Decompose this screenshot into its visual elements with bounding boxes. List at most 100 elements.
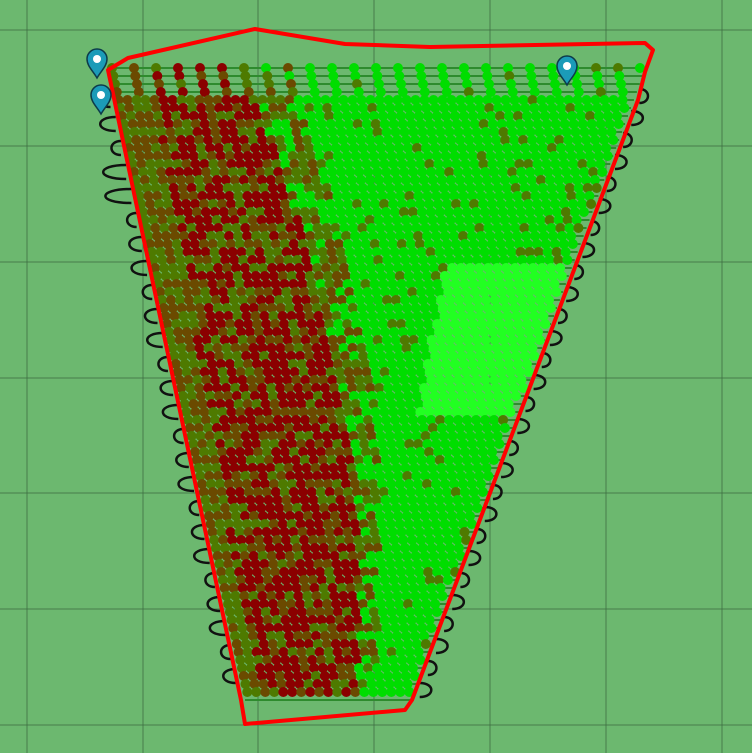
yield-point xyxy=(212,95,223,105)
yield-point xyxy=(459,319,470,329)
yield-point xyxy=(438,431,449,441)
yield-point xyxy=(195,391,206,401)
location-marker-3[interactable] xyxy=(90,84,112,116)
yield-point xyxy=(359,607,370,617)
yield-point xyxy=(385,519,396,529)
yield-point xyxy=(305,191,316,201)
yield-point xyxy=(262,575,273,585)
yield-point xyxy=(403,143,413,153)
yield-point xyxy=(438,511,448,521)
yield-point xyxy=(311,303,322,313)
yield-point xyxy=(570,127,581,137)
location-marker-1[interactable] xyxy=(86,48,108,80)
yield-point xyxy=(574,103,585,113)
yield-point xyxy=(236,287,247,297)
yield-point xyxy=(310,175,321,185)
yield-point xyxy=(314,479,324,489)
yield-point xyxy=(293,591,304,601)
yield-point xyxy=(242,151,253,161)
turn-path xyxy=(208,619,226,637)
yield-point xyxy=(307,159,318,169)
yield-point xyxy=(375,183,386,193)
yield-point xyxy=(336,583,347,593)
yield-point xyxy=(297,567,308,577)
yield-point xyxy=(313,103,324,113)
yield-point xyxy=(382,295,392,305)
yield-point xyxy=(349,63,359,73)
yield-point xyxy=(347,551,358,561)
turn-path xyxy=(427,659,438,677)
yield-point xyxy=(176,135,187,145)
yield-point xyxy=(270,319,281,329)
yield-point xyxy=(570,167,581,177)
yield-point xyxy=(151,143,161,153)
yield-point xyxy=(182,247,193,257)
yield-point xyxy=(281,455,292,465)
yield-point xyxy=(363,335,374,345)
yield-point xyxy=(325,615,336,625)
yield-point xyxy=(323,359,334,369)
yield-point xyxy=(172,367,183,377)
yield-point xyxy=(481,255,492,265)
yield-point xyxy=(390,335,401,345)
yield-point xyxy=(340,311,351,321)
yield-point xyxy=(329,95,340,105)
yield-point xyxy=(211,175,222,185)
yield-point xyxy=(437,591,448,601)
yield-point xyxy=(324,527,335,537)
yield-point xyxy=(383,631,394,641)
yield-point xyxy=(163,159,174,169)
yield-point xyxy=(264,335,275,345)
yield-point xyxy=(289,407,300,417)
yield-point xyxy=(252,567,263,577)
yield-point xyxy=(313,519,324,529)
yield-point xyxy=(172,159,183,169)
yield-point xyxy=(160,311,171,321)
yield-point xyxy=(462,375,473,385)
yield-point xyxy=(303,263,314,273)
yield-point xyxy=(322,519,333,529)
yield-point xyxy=(260,607,271,617)
yield-point xyxy=(399,415,410,425)
field-boundary[interactable] xyxy=(106,27,655,726)
yield-point xyxy=(301,175,312,185)
yield-point xyxy=(468,239,479,249)
yield-point xyxy=(575,151,586,161)
yield-point xyxy=(547,271,558,281)
yield-point xyxy=(424,199,435,209)
yield-point xyxy=(314,647,325,657)
yield-point xyxy=(422,399,433,409)
yield-point xyxy=(265,87,276,97)
yield-point xyxy=(211,503,222,513)
yield-point xyxy=(321,639,332,649)
yield-point xyxy=(224,231,235,241)
yield-point xyxy=(459,527,470,537)
yield-point xyxy=(227,327,237,337)
yield-point xyxy=(357,183,368,193)
yield-point xyxy=(400,175,411,185)
yield-point xyxy=(262,447,273,457)
yield-point xyxy=(178,311,189,321)
yield-point xyxy=(371,247,382,257)
yield-point xyxy=(442,575,453,585)
location-marker-2[interactable] xyxy=(556,55,578,87)
yield-point xyxy=(254,207,265,217)
yield-point xyxy=(343,199,354,209)
yield-point xyxy=(551,207,562,217)
yield-point xyxy=(200,207,211,217)
yield-point xyxy=(554,95,565,105)
yield-point xyxy=(199,447,210,457)
yield-point xyxy=(219,127,230,137)
yield-point xyxy=(366,679,377,689)
yield-point xyxy=(534,335,545,345)
yield-point xyxy=(529,103,540,113)
yield-point xyxy=(390,167,401,177)
yield-point xyxy=(400,503,411,513)
yield-point xyxy=(273,375,284,385)
yield-point xyxy=(304,559,315,569)
yield-point xyxy=(299,287,310,297)
yield-point xyxy=(242,231,253,241)
yield-point xyxy=(226,447,237,457)
